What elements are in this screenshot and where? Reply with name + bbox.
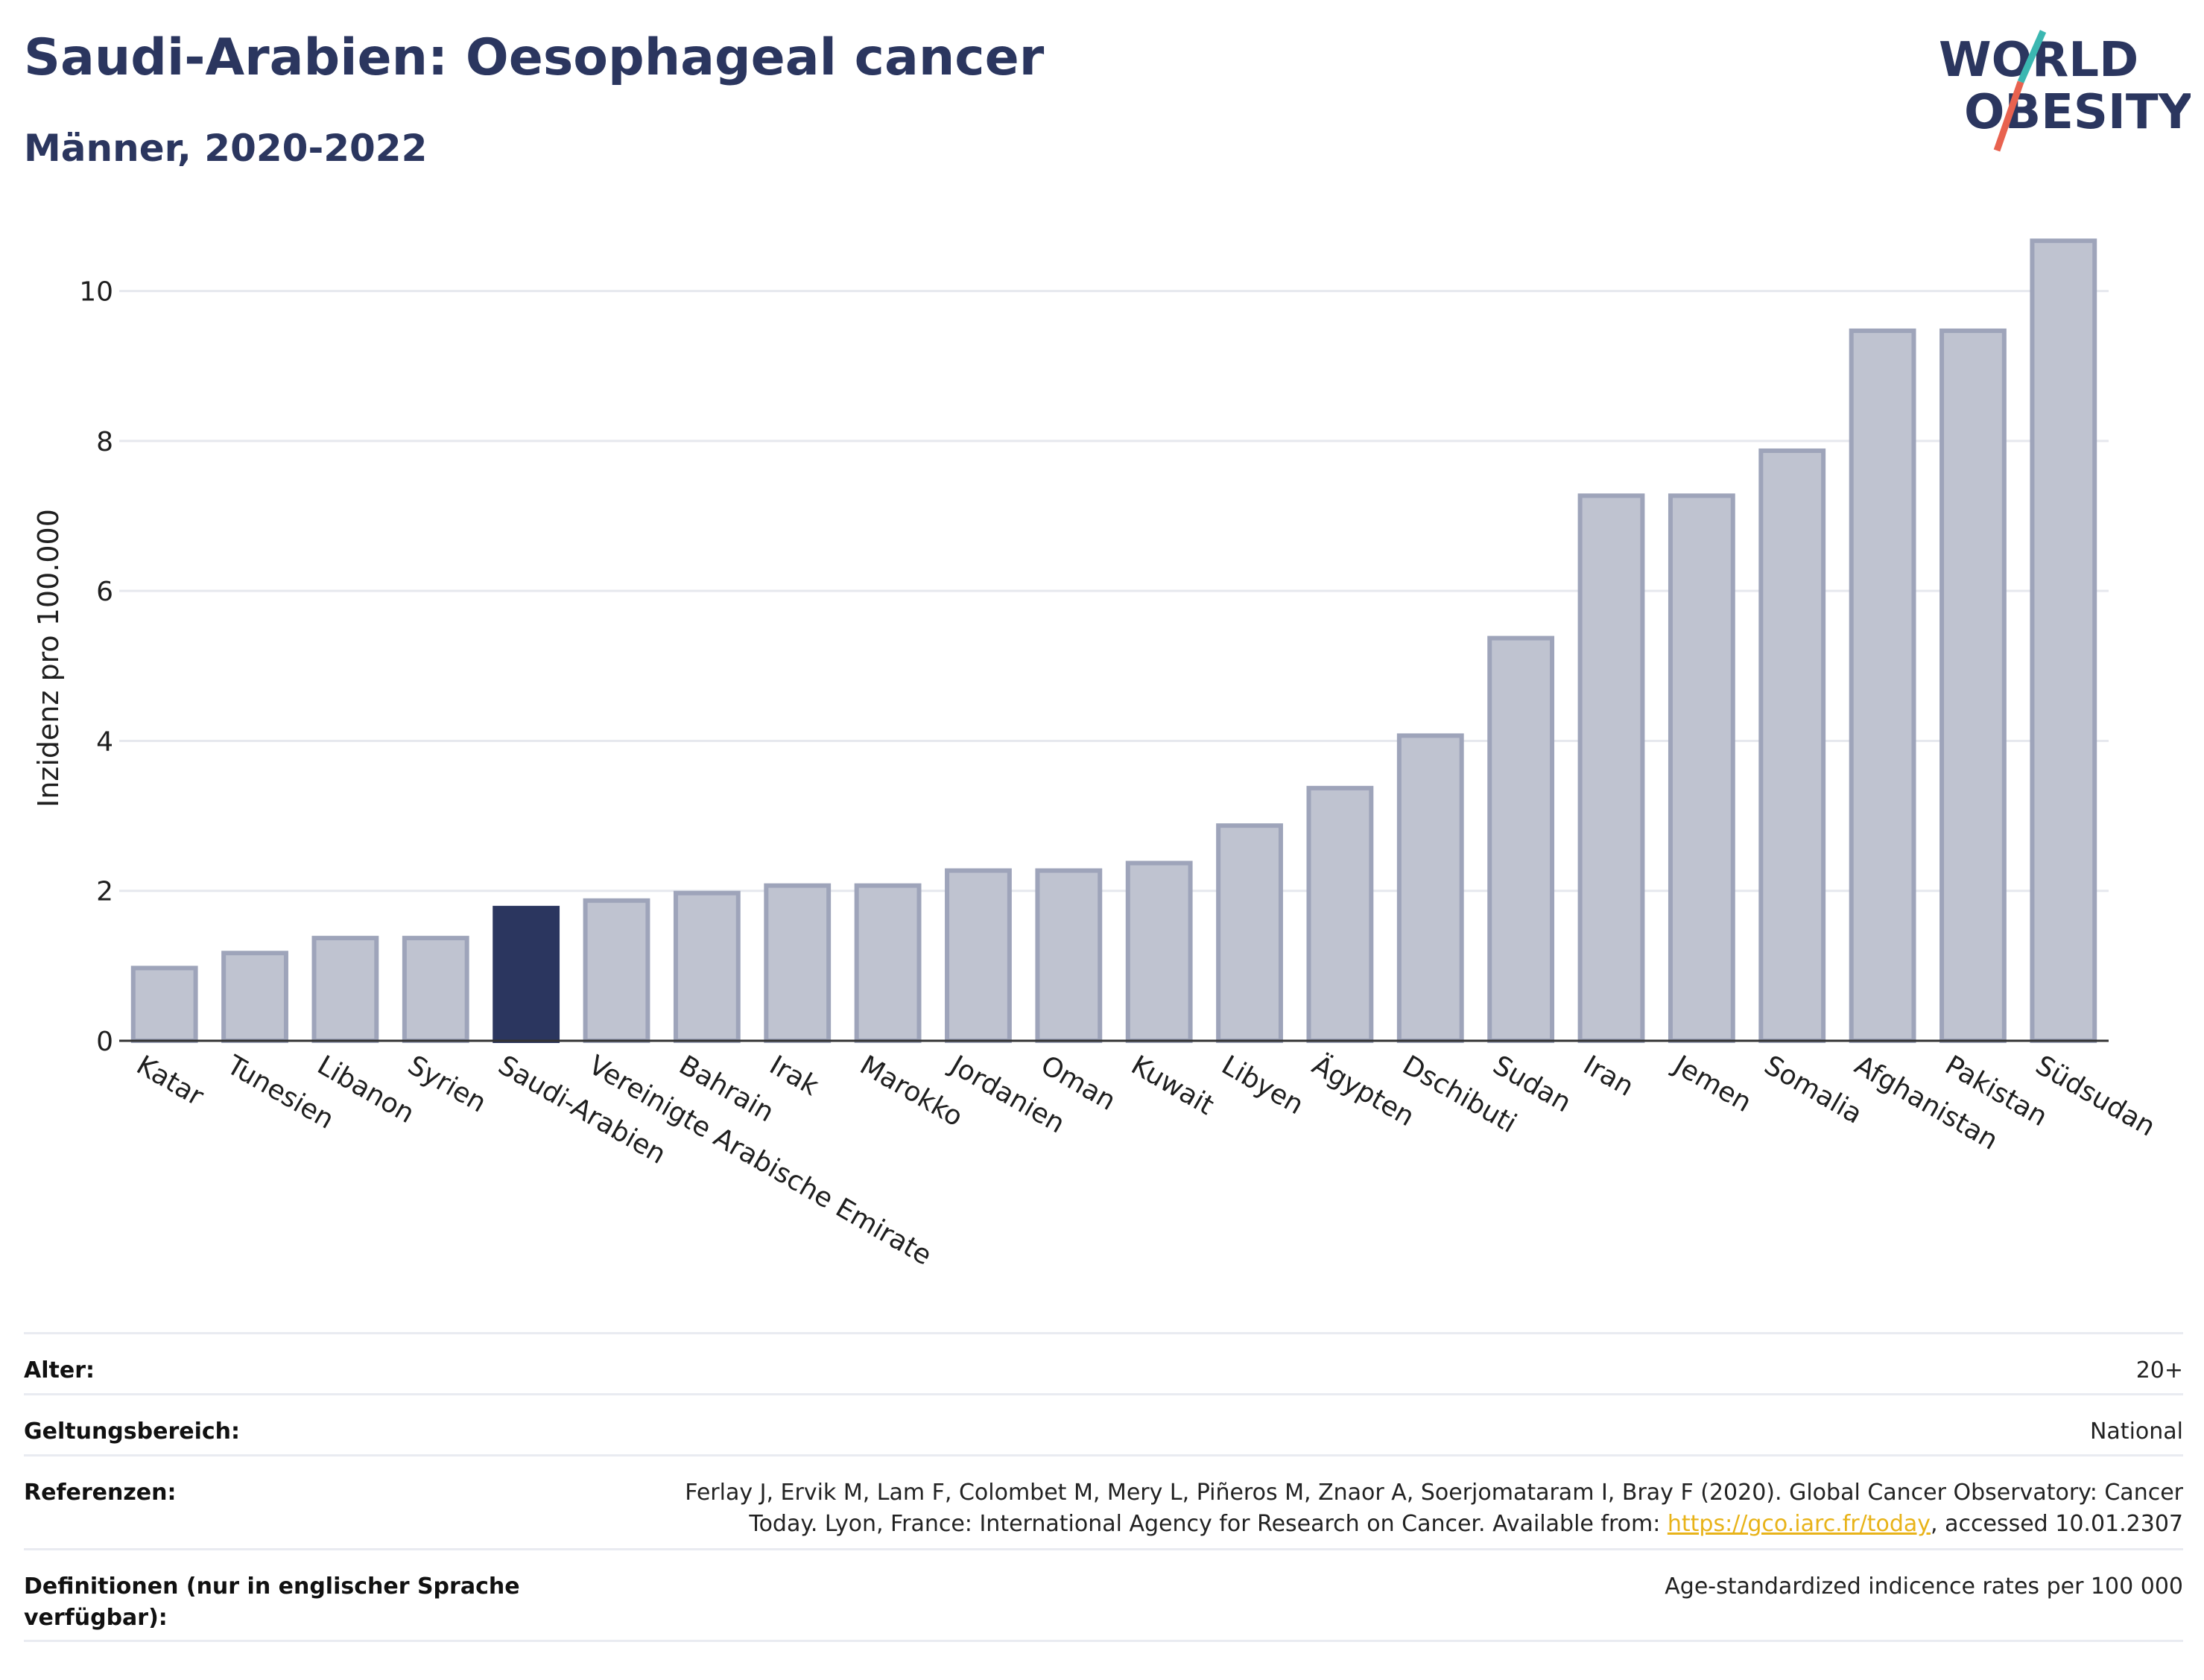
reference-line2-before: Today. Lyon, France: International Agenc… xyxy=(749,1511,1668,1537)
reference-line1: Ferlay J, Ervik M, Lam F, Colombet M, Me… xyxy=(685,1480,2183,1506)
x-tick-label: Südsudan xyxy=(2030,1050,2161,1142)
bar-somalia xyxy=(1758,448,1826,1043)
x-tick-label: Irak xyxy=(764,1050,824,1102)
x-tick-label: Kuwait xyxy=(1126,1050,1219,1121)
page-title: Saudi-Arabien: Oesophageal cancer xyxy=(24,28,1045,87)
meta-label-references: Referenzen: xyxy=(24,1480,177,1506)
y-tick-labels: 0 2 4 6 8 10 xyxy=(79,277,113,1057)
y-tick-label: 6 xyxy=(96,577,113,607)
meta-label-age: Alter: xyxy=(24,1357,95,1383)
meta-row-age: Alter: 20+ xyxy=(24,1332,2183,1393)
bar-bahrain xyxy=(673,890,741,1044)
meta-row-definitions: Definitionen (nur in englischer Sprache … xyxy=(24,1548,2183,1642)
page-subtitle: Männer, 2020-2022 xyxy=(24,127,428,170)
bar-afghanistan xyxy=(1849,328,1916,1044)
bar-marokko xyxy=(854,883,922,1044)
logo-slash-coral xyxy=(1993,80,2024,152)
bar-libanon xyxy=(311,936,379,1044)
bar-pakistan xyxy=(1939,328,2007,1044)
bar-tunesien xyxy=(221,951,288,1043)
x-tick-label: Iran xyxy=(1578,1050,1638,1103)
bar-katar xyxy=(130,966,198,1044)
meta-label-scope: Geltungsbereich: xyxy=(24,1419,241,1445)
bar-saudi-arabien xyxy=(493,905,560,1043)
x-tick-label: Marokko xyxy=(855,1050,968,1132)
bar-ägypten xyxy=(1306,785,1374,1043)
bar-südsudan xyxy=(2030,238,2097,1043)
bar-dschibuti xyxy=(1396,733,1464,1044)
bar-libyen xyxy=(1216,823,1283,1043)
meta-value-age: 20+ xyxy=(2135,1357,2183,1383)
bar-oman xyxy=(1035,868,1103,1044)
meta-row-references: Referenzen: Ferlay J, Ervik M, Lam F, Co… xyxy=(24,1454,2183,1548)
bar-irak xyxy=(764,883,832,1044)
y-axis-title: Inzidenz pro 100.000 xyxy=(32,509,65,808)
y-tick-label: 10 xyxy=(79,277,113,308)
meta-value-definitions: Age-standardized indicence rates per 100… xyxy=(1665,1573,2183,1600)
reference-line2: Today. Lyon, France: International Agenc… xyxy=(685,1509,2183,1540)
bar-syrien xyxy=(402,936,469,1044)
reference-link[interactable]: https://gco.iarc.fr/today xyxy=(1667,1511,1931,1537)
y-tick-label: 2 xyxy=(96,877,113,907)
bar-iran xyxy=(1577,493,1645,1043)
bar-jordanien xyxy=(945,868,1012,1044)
bar-layer xyxy=(130,238,2097,1044)
x-tick-label: Jemen xyxy=(1668,1049,1757,1118)
world-obesity-logo: WORLD OBESITY xyxy=(1939,30,2191,152)
logo-slash-teal xyxy=(2017,30,2047,83)
x-tick-label: Somalia xyxy=(1759,1050,1867,1130)
y-tick-label: 0 xyxy=(96,1027,113,1057)
meta-row-scope: Geltungsbereich: National xyxy=(24,1393,2183,1454)
x-tick-label: Libyen xyxy=(1217,1050,1309,1120)
bar-jemen xyxy=(1668,493,1735,1043)
meta-value-references: Ferlay J, Ervik M, Lam F, Colombet M, Me… xyxy=(685,1477,2183,1540)
meta-value-scope: National xyxy=(2089,1419,2183,1445)
bar-vereinigte-arabische-emirate xyxy=(583,898,650,1043)
bar-sudan xyxy=(1487,635,1555,1043)
bar-kuwait xyxy=(1125,860,1193,1044)
x-tick-label: Ägypten xyxy=(1307,1049,1420,1132)
meta-label-definitions: Definitionen (nur in englischer Sprache … xyxy=(24,1573,520,1631)
x-tick-label: Katar xyxy=(131,1050,209,1112)
y-tick-label: 8 xyxy=(96,427,113,457)
metadata-table: Alter: 20+ Geltungsbereich: National Ref… xyxy=(24,1332,2183,1642)
y-tick-label: 4 xyxy=(96,726,113,757)
reference-line2-after: , accessed 10.01.2307 xyxy=(1931,1511,2183,1537)
